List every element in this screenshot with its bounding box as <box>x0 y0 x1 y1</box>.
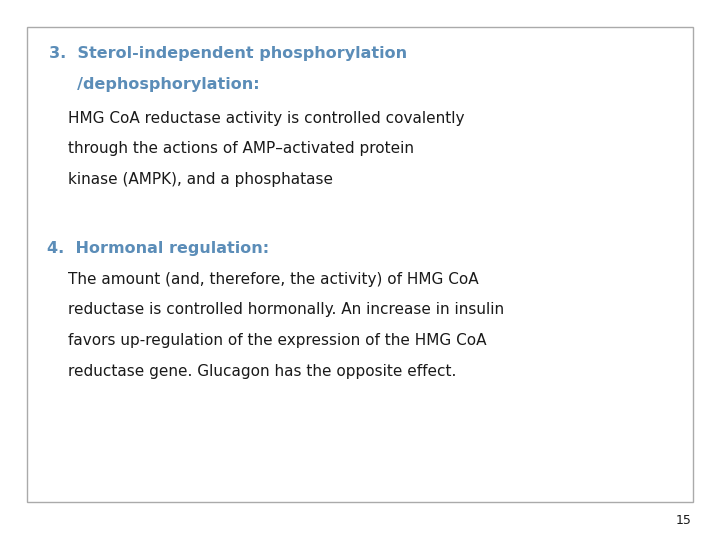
Text: 4.  Hormonal regulation:: 4. Hormonal regulation: <box>47 241 269 256</box>
Text: kinase (AMPK), and a phosphatase: kinase (AMPK), and a phosphatase <box>68 172 333 187</box>
Text: The amount (and, therefore, the activity) of HMG CoA: The amount (and, therefore, the activity… <box>68 272 479 287</box>
Text: /dephosphorylation:: /dephosphorylation: <box>49 77 260 92</box>
Text: through the actions of AMP–activated protein: through the actions of AMP–activated pro… <box>68 141 415 157</box>
Text: reductase gene. Glucagon has the opposite effect.: reductase gene. Glucagon has the opposit… <box>68 364 456 379</box>
Text: 15: 15 <box>675 514 691 526</box>
Text: favors up-regulation of the expression of the HMG CoA: favors up-regulation of the expression o… <box>68 333 487 348</box>
Text: 3.  Sterol-independent phosphorylation: 3. Sterol-independent phosphorylation <box>49 46 407 61</box>
Text: reductase is controlled hormonally. An increase in insulin: reductase is controlled hormonally. An i… <box>68 302 505 318</box>
FancyBboxPatch shape <box>27 27 693 502</box>
Text: HMG CoA reductase activity is controlled covalently: HMG CoA reductase activity is controlled… <box>68 111 465 126</box>
